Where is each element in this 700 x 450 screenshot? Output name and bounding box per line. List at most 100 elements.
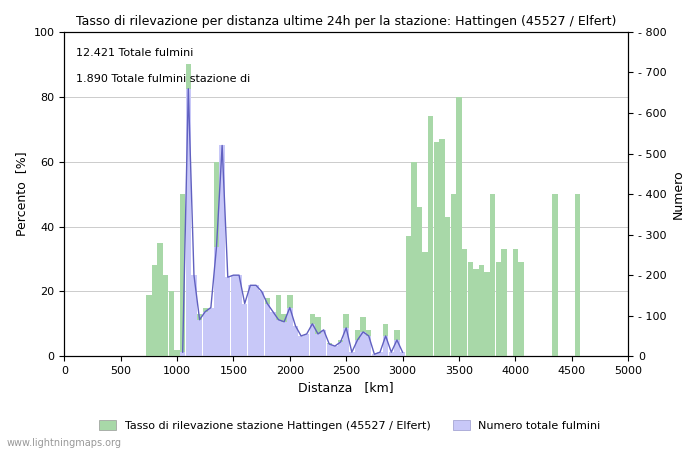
Bar [237,275,242,356]
Bar [321,330,326,356]
Bar [163,275,169,356]
Bar [208,308,213,356]
Bar [253,304,259,356]
Bar [248,291,253,356]
Bar [152,266,158,356]
Bar [169,291,174,356]
Bar [219,145,225,356]
Bar [484,272,490,356]
Bar [248,285,253,356]
Bar [451,194,456,356]
Bar [237,275,242,356]
Bar [208,311,213,356]
Bar [219,226,225,356]
Bar [298,340,304,356]
Bar [360,317,366,356]
Bar [242,314,247,356]
Bar [270,312,276,356]
Bar [512,249,518,356]
Bar [315,334,321,356]
Bar [158,243,163,356]
Bar [394,330,400,356]
Bar [344,314,349,356]
Text: 1.890 Totale fulmini stazione di: 1.890 Totale fulmini stazione di [76,74,250,84]
Bar [304,337,309,356]
Bar [259,291,265,356]
Bar [281,322,287,356]
Text: 12.421 Totale fulmini: 12.421 Totale fulmini [76,48,193,58]
Bar [344,328,349,356]
Bar [473,269,479,356]
Bar [253,285,259,356]
Bar [383,324,389,356]
Bar [445,217,450,356]
Bar [214,247,219,356]
Bar [191,275,197,356]
Bar [552,194,557,356]
Bar [298,336,304,356]
Bar [180,352,186,356]
Bar [456,97,462,356]
Bar [440,139,444,356]
Bar [191,275,197,356]
Bar [231,301,236,356]
Bar [434,142,439,356]
Text: www.lightningmaps.org: www.lightningmaps.org [7,438,122,448]
X-axis label: Distanza   [km]: Distanza [km] [298,382,394,395]
Bar [309,314,315,356]
Bar [405,236,411,356]
Bar [174,350,180,356]
Bar [281,314,287,356]
Y-axis label: Percento  [%]: Percento [%] [15,152,28,236]
Bar [202,312,208,356]
Bar [355,340,360,356]
Bar [287,308,293,356]
Bar [265,298,270,356]
Bar [360,332,366,356]
Bar [180,194,186,356]
Bar [276,295,281,356]
Bar [366,336,372,356]
Bar [428,116,433,356]
Bar [321,330,326,356]
Bar [270,314,276,356]
Bar [518,262,524,356]
Bar [496,262,501,356]
Bar [332,346,337,356]
Y-axis label: Numero: Numero [672,169,685,219]
Bar [422,252,428,356]
Bar [400,352,405,356]
Bar [242,304,247,356]
Bar [383,336,389,356]
Bar [225,277,230,356]
Bar [259,308,265,356]
Bar [293,330,298,356]
Bar [575,194,580,356]
Bar [202,308,208,356]
Bar [355,330,360,356]
Bar [293,326,298,356]
Bar [146,295,152,356]
Bar [309,324,315,356]
Legend: Tasso di rilevazione stazione Hattingen (45527 / Elfert), Numero totale fulmini: Tasso di rilevazione stazione Hattingen … [95,416,605,436]
Bar [349,352,354,356]
Bar [265,304,270,356]
Bar [490,194,496,356]
Bar [462,249,468,356]
Bar [197,314,202,356]
Bar [411,162,416,356]
Bar [287,295,293,356]
Bar [315,317,321,356]
Bar [186,64,191,356]
Bar [225,308,230,356]
Bar [416,207,422,356]
Bar [394,340,400,356]
Bar [304,334,309,356]
Bar [366,330,372,356]
Bar [501,249,507,356]
Bar [214,162,219,356]
Bar [231,275,236,356]
Bar [197,320,202,356]
Bar [468,262,473,356]
Title: Tasso di rilevazione per distanza ultime 24h per la stazione: Hattingen (45527 /: Tasso di rilevazione per distanza ultime… [76,15,617,28]
